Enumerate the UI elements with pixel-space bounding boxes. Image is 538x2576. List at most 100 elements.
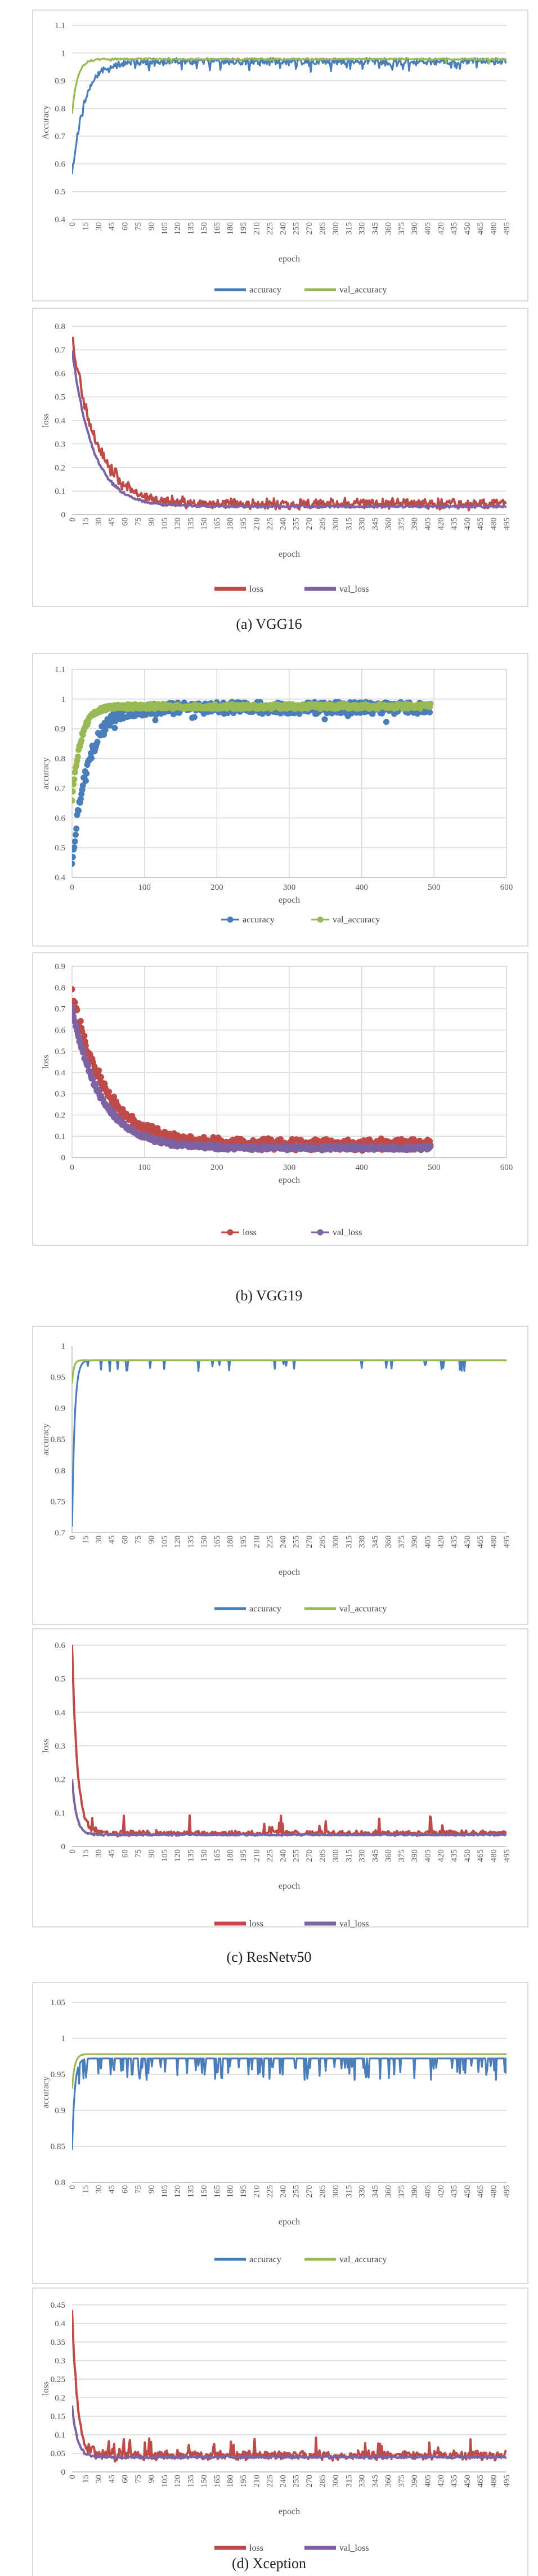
- x-tick-label: 120: [173, 1849, 182, 1862]
- x-tick-label: 135: [187, 2475, 196, 2488]
- x-tick-label: 420: [437, 517, 446, 530]
- legend-item-val-accuracy: val_accuracy: [311, 915, 380, 925]
- x-tick-label: 135: [187, 2185, 196, 2198]
- x-tick-label: 300: [283, 883, 296, 892]
- x-tick-label: 345: [371, 1535, 380, 1548]
- y-tick-label: 0.2: [55, 463, 65, 472]
- x-tick-label: 60: [121, 1535, 130, 1544]
- y-axis-title: accuracy: [41, 758, 51, 790]
- y-axis-title: loss: [41, 1739, 51, 1753]
- x-tick-label: 100: [138, 883, 151, 892]
- y-tick-label: 0.9: [55, 725, 65, 734]
- data-point: [73, 1022, 80, 1029]
- x-tick-label: 300: [283, 1163, 296, 1172]
- data-point: [191, 714, 198, 720]
- plot-area: [72, 2309, 506, 2463]
- data-point: [72, 776, 78, 783]
- y-tick-label: 1: [61, 1342, 66, 1351]
- data-point: [72, 986, 75, 993]
- subfigure-caption: (c) ResNetv50: [227, 1949, 312, 1965]
- data-point: [321, 716, 328, 723]
- data-point: [94, 738, 101, 745]
- x-tick-label: 195: [239, 517, 248, 530]
- x-tick-label: 210: [253, 222, 262, 235]
- x-tick-label: 330: [358, 2185, 367, 2198]
- x-tick-label: 435: [450, 517, 459, 530]
- data-point: [72, 861, 75, 867]
- subfigure-caption: (b) VGG19: [236, 1287, 303, 1304]
- data-point: [73, 825, 80, 832]
- x-tick-label: 135: [187, 1535, 196, 1548]
- data-point: [111, 724, 118, 731]
- x-tick-label: 300: [331, 2475, 340, 2488]
- y-tick-label: 0.8: [55, 755, 65, 764]
- x-tick-label: 270: [305, 1535, 314, 1548]
- x-tick-label: 315: [344, 2185, 353, 2198]
- x-tick-label: 15: [81, 1849, 90, 1858]
- y-tick-label: 0.1: [55, 487, 65, 496]
- y-axis-title: accuracy: [41, 2077, 51, 2109]
- x-tick-label: 270: [305, 2185, 314, 2198]
- x-tick-label: 180: [226, 517, 235, 530]
- x-tick-label: 105: [160, 1849, 169, 1862]
- series-line-accuracy: [72, 2057, 506, 2150]
- x-tick-label: 345: [371, 222, 380, 235]
- x-tick-label: 495: [503, 1849, 512, 1862]
- x-tick-label: 210: [253, 517, 262, 530]
- x-tick-label: 255: [292, 2185, 301, 2198]
- y-tick-label: 0.5: [55, 188, 65, 197]
- x-tick-label: 225: [266, 222, 275, 235]
- x-tick-label: 330: [358, 222, 367, 235]
- data-point: [83, 770, 90, 777]
- y-axis-title: Accuracy: [41, 105, 51, 139]
- x-tick-label: 345: [371, 517, 380, 530]
- x-tick-label: 330: [358, 1535, 367, 1548]
- x-tick-label: 135: [187, 1849, 196, 1862]
- y-axis-title: loss: [41, 413, 51, 427]
- x-tick-label: 100: [138, 1163, 151, 1172]
- y-tick-label: 0.15: [51, 2412, 65, 2421]
- y-tick-label: 0.4: [55, 2320, 65, 2329]
- series-line-val-accuracy: [72, 1359, 506, 1384]
- x-tick-label: 195: [239, 1849, 248, 1862]
- y-tick-label: 1.1: [55, 21, 65, 30]
- x-tick-label: 270: [305, 2475, 314, 2488]
- x-tick-label: 270: [305, 1849, 314, 1862]
- x-axis-title: epoch: [279, 895, 300, 905]
- y-tick-label: 0.7: [55, 784, 65, 793]
- y-tick-label: 0.5: [55, 393, 65, 402]
- y-tick-label: 0.85: [51, 2142, 65, 2151]
- legend-item-accuracy: accuracy: [214, 285, 281, 295]
- x-tick-label: 210: [253, 1849, 262, 1862]
- x-tick-label: 60: [121, 2475, 130, 2483]
- x-tick-label: 390: [410, 2185, 419, 2198]
- x-tick-label: 165: [213, 2475, 222, 2488]
- data-point: [72, 999, 78, 1006]
- x-tick-label: 345: [371, 1849, 380, 1862]
- chart-frame: [32, 1982, 528, 2284]
- x-tick-label: 465: [476, 1535, 485, 1548]
- x-tick-label: 450: [463, 2475, 472, 2488]
- data-point: [78, 737, 85, 744]
- data-point: [72, 781, 77, 787]
- y-tick-label: 0.5: [55, 844, 65, 853]
- x-tick-label: 480: [490, 517, 499, 530]
- legend-label: val_loss: [333, 1228, 362, 1237]
- y-tick-label: 0.3: [55, 440, 65, 449]
- x-axis-title: epoch: [279, 2217, 300, 2227]
- x-tick-label: 360: [384, 1849, 393, 1862]
- x-tick-label: 45: [107, 1535, 116, 1544]
- x-tick-label: 285: [318, 1849, 327, 1862]
- data-point: [427, 709, 433, 715]
- x-tick-label: 315: [344, 1535, 353, 1548]
- x-tick-label: 90: [147, 2185, 156, 2194]
- legend-label: accuracy: [249, 2255, 281, 2264]
- x-tick-label: 420: [437, 2185, 446, 2198]
- x-tick-label: 480: [490, 2475, 499, 2488]
- y-tick-label: 0.85: [51, 1435, 65, 1444]
- x-tick-label: 45: [107, 222, 116, 231]
- legend-item-val-loss: val_loss: [311, 1228, 362, 1237]
- data-point: [74, 753, 81, 760]
- x-tick-label: 465: [476, 2185, 485, 2198]
